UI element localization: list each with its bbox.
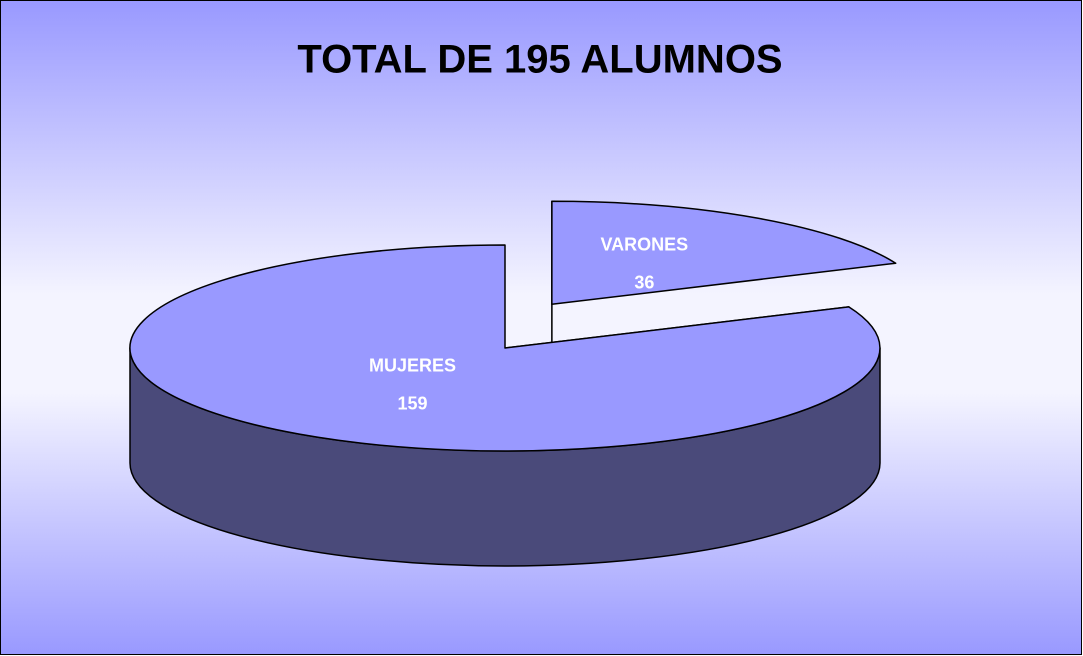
slice-label: VARONES [600,234,688,254]
slice [129,244,881,452]
slice-label: MUJERES [369,356,456,376]
chart-title: TOTAL DE 195 ALUMNOS [297,38,782,82]
slice [551,200,897,306]
slice-value: 36 [634,272,654,292]
slice-value: 159 [397,394,427,414]
